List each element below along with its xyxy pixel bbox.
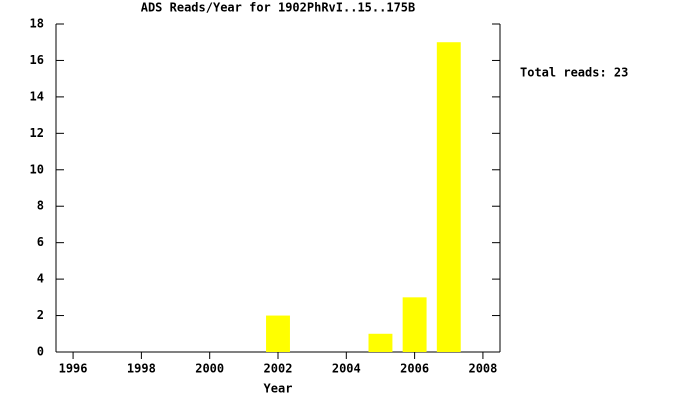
x-tick-label: 2008 <box>468 362 497 376</box>
bar <box>368 333 393 352</box>
x-tick-label: 1998 <box>127 362 156 376</box>
y-tick-label: 0 <box>37 345 44 359</box>
bar <box>266 315 290 352</box>
x-tick-label: 2004 <box>332 362 361 376</box>
annotation: Total reads: 23 <box>520 66 628 80</box>
x-tick-label: 1996 <box>59 362 88 376</box>
x-tick-label: 2002 <box>264 362 293 376</box>
y-tick-label: 10 <box>30 162 44 176</box>
x-tick-label: 2000 <box>195 362 224 376</box>
y-tick-label: 12 <box>30 126 44 140</box>
y-tick-label: 14 <box>30 89 44 103</box>
x-tick-label: 2006 <box>400 362 429 376</box>
y-tick-label: 4 <box>37 272 44 286</box>
y-tick-label: 18 <box>30 17 44 31</box>
y-tick-label: 8 <box>37 199 44 213</box>
y-tick-label: 16 <box>30 53 44 67</box>
bar <box>402 297 427 352</box>
x-axis-label: Year <box>264 382 293 396</box>
y-tick-label: 2 <box>37 308 44 322</box>
chart-title: ADS Reads/Year for 1902PhRvI..15..175B <box>141 1 416 15</box>
y-tick-label: 6 <box>37 235 44 249</box>
bar <box>436 42 461 352</box>
